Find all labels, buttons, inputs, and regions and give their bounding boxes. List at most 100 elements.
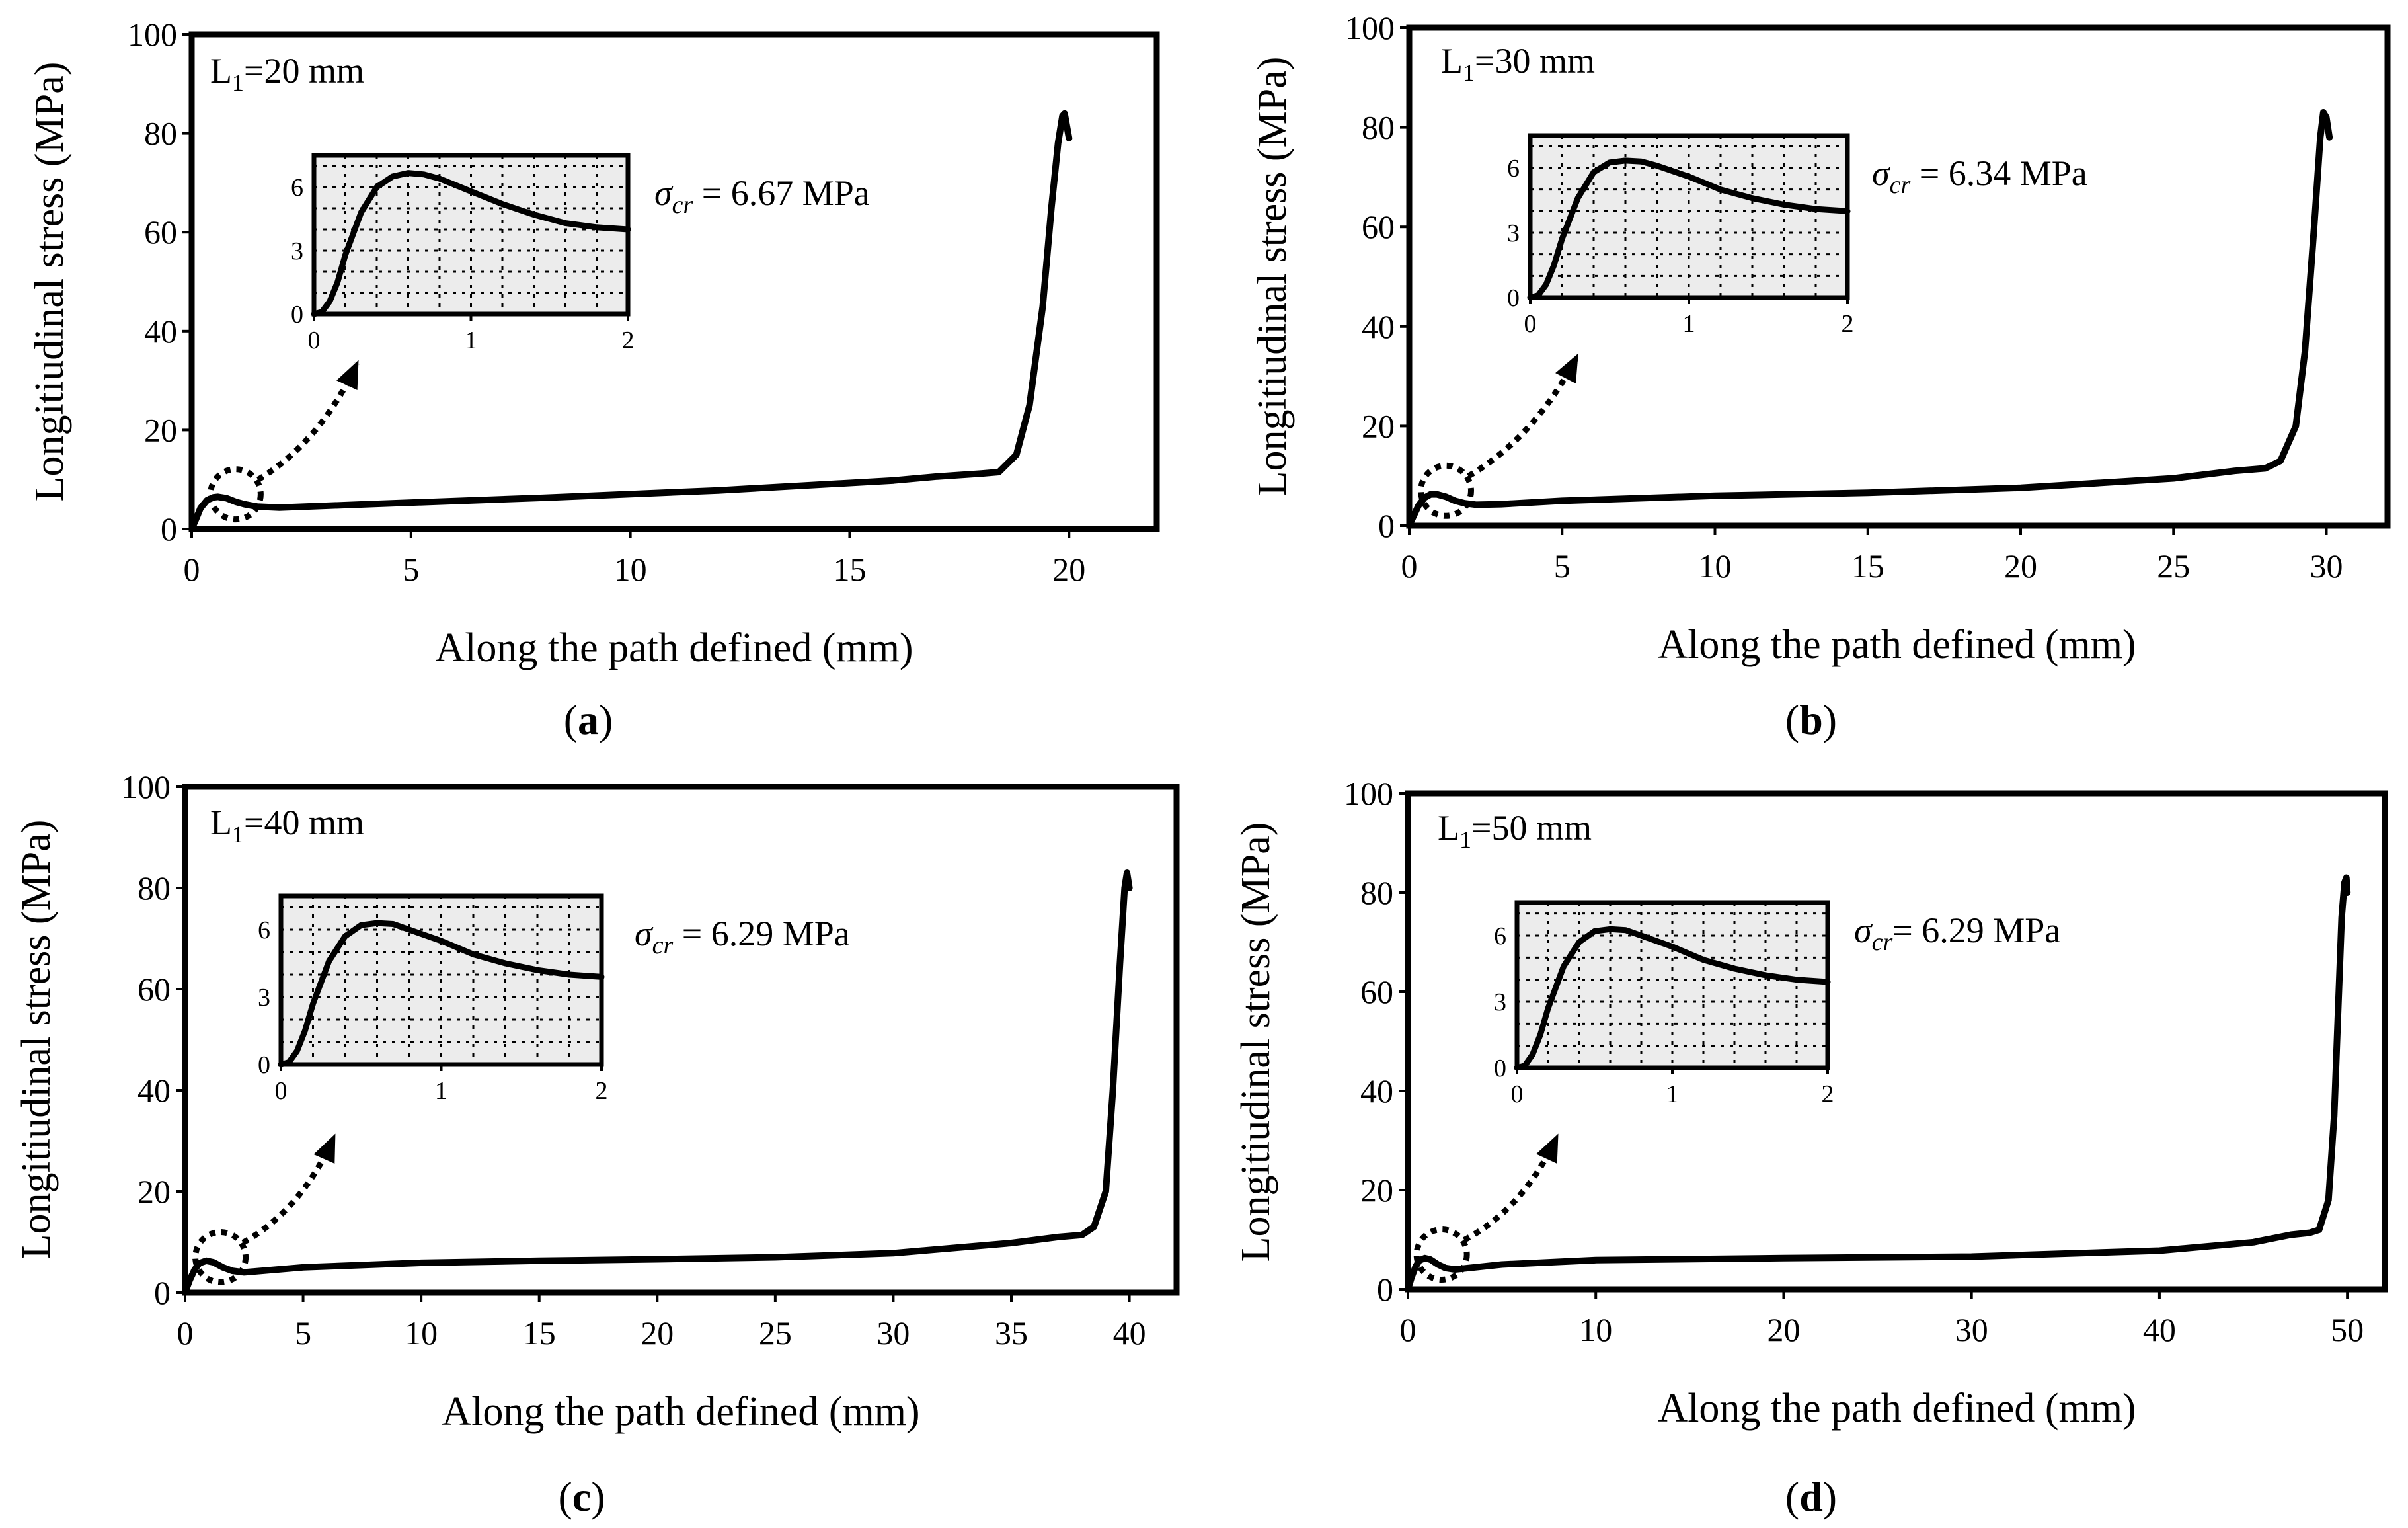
length-subscript: 1 xyxy=(232,821,244,848)
inset-x-tick-label: 1 xyxy=(435,1077,447,1105)
inset-background xyxy=(311,153,631,317)
x-axis-label: Along the path defined (mm) xyxy=(442,1389,919,1434)
inset-y-tick-label: 3 xyxy=(291,237,303,265)
x-tick-label: 25 xyxy=(759,1314,792,1351)
inset-y-tick-label: 6 xyxy=(1494,922,1506,950)
length-label: L1=50 mm xyxy=(1438,808,1592,853)
x-tick-label: 10 xyxy=(1579,1311,1612,1348)
x-tick-label: 30 xyxy=(1955,1311,1988,1348)
sigma-cr-label: σcr = 6.67 MPa xyxy=(654,173,870,219)
length-label: L1=40 mm xyxy=(210,803,364,848)
panel-letter: b xyxy=(1799,696,1823,743)
y-tick-label: 80 xyxy=(1362,109,1395,146)
stress-curve xyxy=(1406,109,2333,529)
zoom-circle xyxy=(1413,1226,1470,1283)
x-tick-label: 40 xyxy=(2143,1311,2176,1348)
panel-caption: (c) xyxy=(558,1473,605,1520)
inset-y-tick-label: 0 xyxy=(291,301,303,329)
plot-frame xyxy=(1405,790,2388,1293)
x-tick-label: 10 xyxy=(405,1314,438,1351)
sigma-value: = 6.29 MPa xyxy=(1892,910,2060,950)
x-tick-label: 20 xyxy=(2004,547,2037,584)
y-axis-label: Longitiudinal stress (MPa) xyxy=(14,820,59,1260)
inset-chart: 0 3 6 0 1 2 xyxy=(258,893,608,1105)
inset-x-tick-label: 2 xyxy=(596,1077,608,1105)
length-symbol: L xyxy=(1441,41,1463,81)
inset-x-tick-label: 2 xyxy=(622,327,635,354)
y-tick-label: 60 xyxy=(144,214,177,251)
panel-paren-open: ( xyxy=(1785,1473,1799,1520)
x-tick-label: 0 xyxy=(1401,547,1418,584)
x-tick-label: 0 xyxy=(177,1314,194,1351)
zoom-arrow-head xyxy=(1555,353,1578,383)
panel-paren-close: ) xyxy=(1823,1473,1837,1520)
y-tick-label: 80 xyxy=(137,869,171,906)
length-label: L1=20 mm xyxy=(210,51,364,96)
sigma-subscript: cr xyxy=(672,191,693,219)
panel-caption: (b) xyxy=(1785,696,1837,743)
panel-paren-open: ( xyxy=(564,696,578,743)
y-axis-label: Longitiudinal stress (MPa) xyxy=(1250,57,1295,497)
y-tick-label: 20 xyxy=(144,411,177,448)
sigma-symbol: σ xyxy=(635,914,654,953)
stress-curve xyxy=(188,110,1073,532)
y-tick-label: 20 xyxy=(1360,1172,1393,1209)
x-tick-label: 15 xyxy=(523,1314,556,1351)
x-tick-label: 50 xyxy=(2331,1311,2364,1348)
length-subscript: 1 xyxy=(1463,60,1475,86)
inset-x-tick-label: 1 xyxy=(1666,1080,1679,1108)
sigma-cr-label: σcr = 6.29 MPa xyxy=(635,914,850,959)
inset-y-tick-label: 0 xyxy=(1507,284,1520,312)
inset-x-tick-label: 0 xyxy=(1524,310,1537,338)
y-tick-label: 100 xyxy=(128,16,177,53)
x-tick-label: 5 xyxy=(295,1314,311,1351)
inset-y-tick-label: 0 xyxy=(258,1051,270,1079)
inset-chart: 0 3 6 0 1 2 xyxy=(1494,900,1834,1108)
sigma-symbol: σ xyxy=(1872,153,1891,193)
sigma-cr-label: σcr= 6.29 MPa xyxy=(1854,910,2060,956)
x-axis-label: Along the path defined (mm) xyxy=(1658,622,2136,667)
inset-x-tick-label: 0 xyxy=(1511,1080,1524,1108)
y-tick-label: 20 xyxy=(1362,407,1395,444)
length-value: =30 mm xyxy=(1475,41,1595,81)
inset-frame xyxy=(1514,900,1830,1070)
y-tick-label: 40 xyxy=(137,1072,171,1109)
length-value: =40 mm xyxy=(244,803,364,842)
sigma-symbol: σ xyxy=(1854,910,1873,950)
inset-frame xyxy=(278,893,604,1067)
y-tick-label: 60 xyxy=(1360,973,1393,1010)
plot-frame xyxy=(1406,24,2391,529)
inset-stress-curve xyxy=(1527,157,1851,301)
inset-chart: 0 3 6 0 1 2 xyxy=(1507,133,1854,338)
plot-frame xyxy=(182,784,1180,1296)
length-value: =50 mm xyxy=(1471,808,1592,848)
x-tick-label: 35 xyxy=(995,1314,1028,1351)
sigma-subscript: cr xyxy=(652,932,674,959)
panel-paren-open: ( xyxy=(558,1473,572,1520)
length-symbol: L xyxy=(210,803,232,842)
x-tick-label: 40 xyxy=(1113,1314,1146,1351)
inset-y-tick-label: 6 xyxy=(1507,155,1520,182)
panel-caption: (a) xyxy=(564,696,613,743)
zoom-arrow-head xyxy=(1536,1133,1559,1164)
inset-y-tick-label: 6 xyxy=(258,916,270,944)
panel-letter: a xyxy=(578,696,599,743)
length-label: L1=30 mm xyxy=(1441,41,1595,86)
stress-curve xyxy=(182,869,1133,1296)
y-tick-label: 80 xyxy=(1360,874,1393,911)
x-tick-label: 0 xyxy=(1400,1311,1417,1348)
y-tick-label: 60 xyxy=(1362,208,1395,245)
x-axis-label: Along the path defined (mm) xyxy=(1658,1386,2136,1431)
inset-background xyxy=(1528,133,1850,300)
panel-paren-close: ) xyxy=(1823,696,1837,743)
x-tick-label: 15 xyxy=(833,551,866,588)
x-tick-label: 20 xyxy=(1767,1311,1800,1348)
length-symbol: L xyxy=(1438,808,1459,848)
inset-x-tick-label: 1 xyxy=(1683,310,1695,338)
length-subscript: 1 xyxy=(232,69,244,96)
inset-y-tick-label: 0 xyxy=(1494,1055,1506,1082)
x-tick-label: 20 xyxy=(641,1314,674,1351)
panel-paren-close: ) xyxy=(591,1473,605,1520)
y-tick-label: 40 xyxy=(1362,308,1395,345)
